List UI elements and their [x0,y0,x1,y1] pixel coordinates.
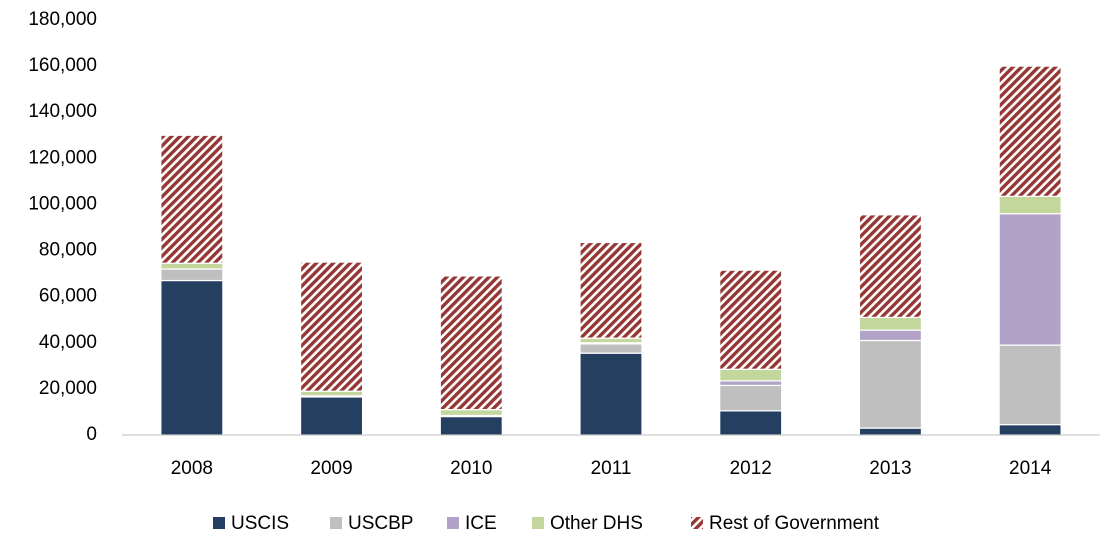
bar-segment [719,410,783,436]
legend-swatch [532,517,544,529]
bar-segment [998,424,1062,436]
x-tick-label: 2009 [310,458,352,479]
x-tick-label: 2013 [869,458,911,479]
bar-segment [299,396,364,436]
bar-segment [160,279,224,436]
legend-label: ICE [465,513,497,534]
legend-label: USCBP [348,513,413,534]
bar-segment [858,339,923,429]
legend-label: Other DHS [550,513,643,534]
x-tick-label: 2012 [730,458,772,479]
bar-segment [858,427,923,436]
y-tick-label: 100,000 [28,193,97,214]
legend-swatch [447,517,459,529]
y-tick-label: 60,000 [39,286,97,307]
y-tick-label: 0 [86,424,97,445]
bar-segment [439,415,503,436]
y-tick-label: 80,000 [39,240,97,261]
bar-segment [579,343,643,354]
bar-segment [579,337,643,344]
bar-segment [858,214,923,319]
legend-swatch [213,517,225,529]
bar-segment [998,213,1062,346]
bar-segment [858,316,923,331]
bar-segment [719,380,783,387]
bar-segment [998,195,1062,215]
x-tick-label: 2011 [591,458,632,479]
bar-segment [299,261,364,392]
bar-segment [579,352,643,436]
y-tick-label: 160,000 [28,55,97,76]
y-tick-label: 40,000 [39,332,97,353]
bar-segment [858,329,923,342]
bar-segment [719,269,783,370]
bar-segment [160,268,224,282]
bar-segment [439,409,503,417]
bar-segment [579,241,643,339]
bar-segment [998,65,1062,197]
bar-segment [439,275,503,411]
y-tick-label: 140,000 [28,101,97,122]
y-tick-label: 180,000 [28,9,97,30]
y-tick-label: 20,000 [39,378,97,399]
bar-segment [160,262,224,270]
bar-segment [719,368,783,382]
x-tick-label: 2008 [171,458,213,479]
bar-segment [719,384,783,412]
x-tick-label: 2010 [450,458,492,479]
bar-segment [299,390,364,397]
legend-swatch [691,517,703,529]
legend-swatch [330,517,342,529]
x-tick-label: 2014 [1009,458,1052,479]
y-tick-label: 120,000 [28,147,97,168]
bar-segment [160,134,224,264]
legend-label: USCIS [231,513,289,534]
bar-segment [998,344,1062,426]
legend-label: Rest of Government [709,513,880,534]
